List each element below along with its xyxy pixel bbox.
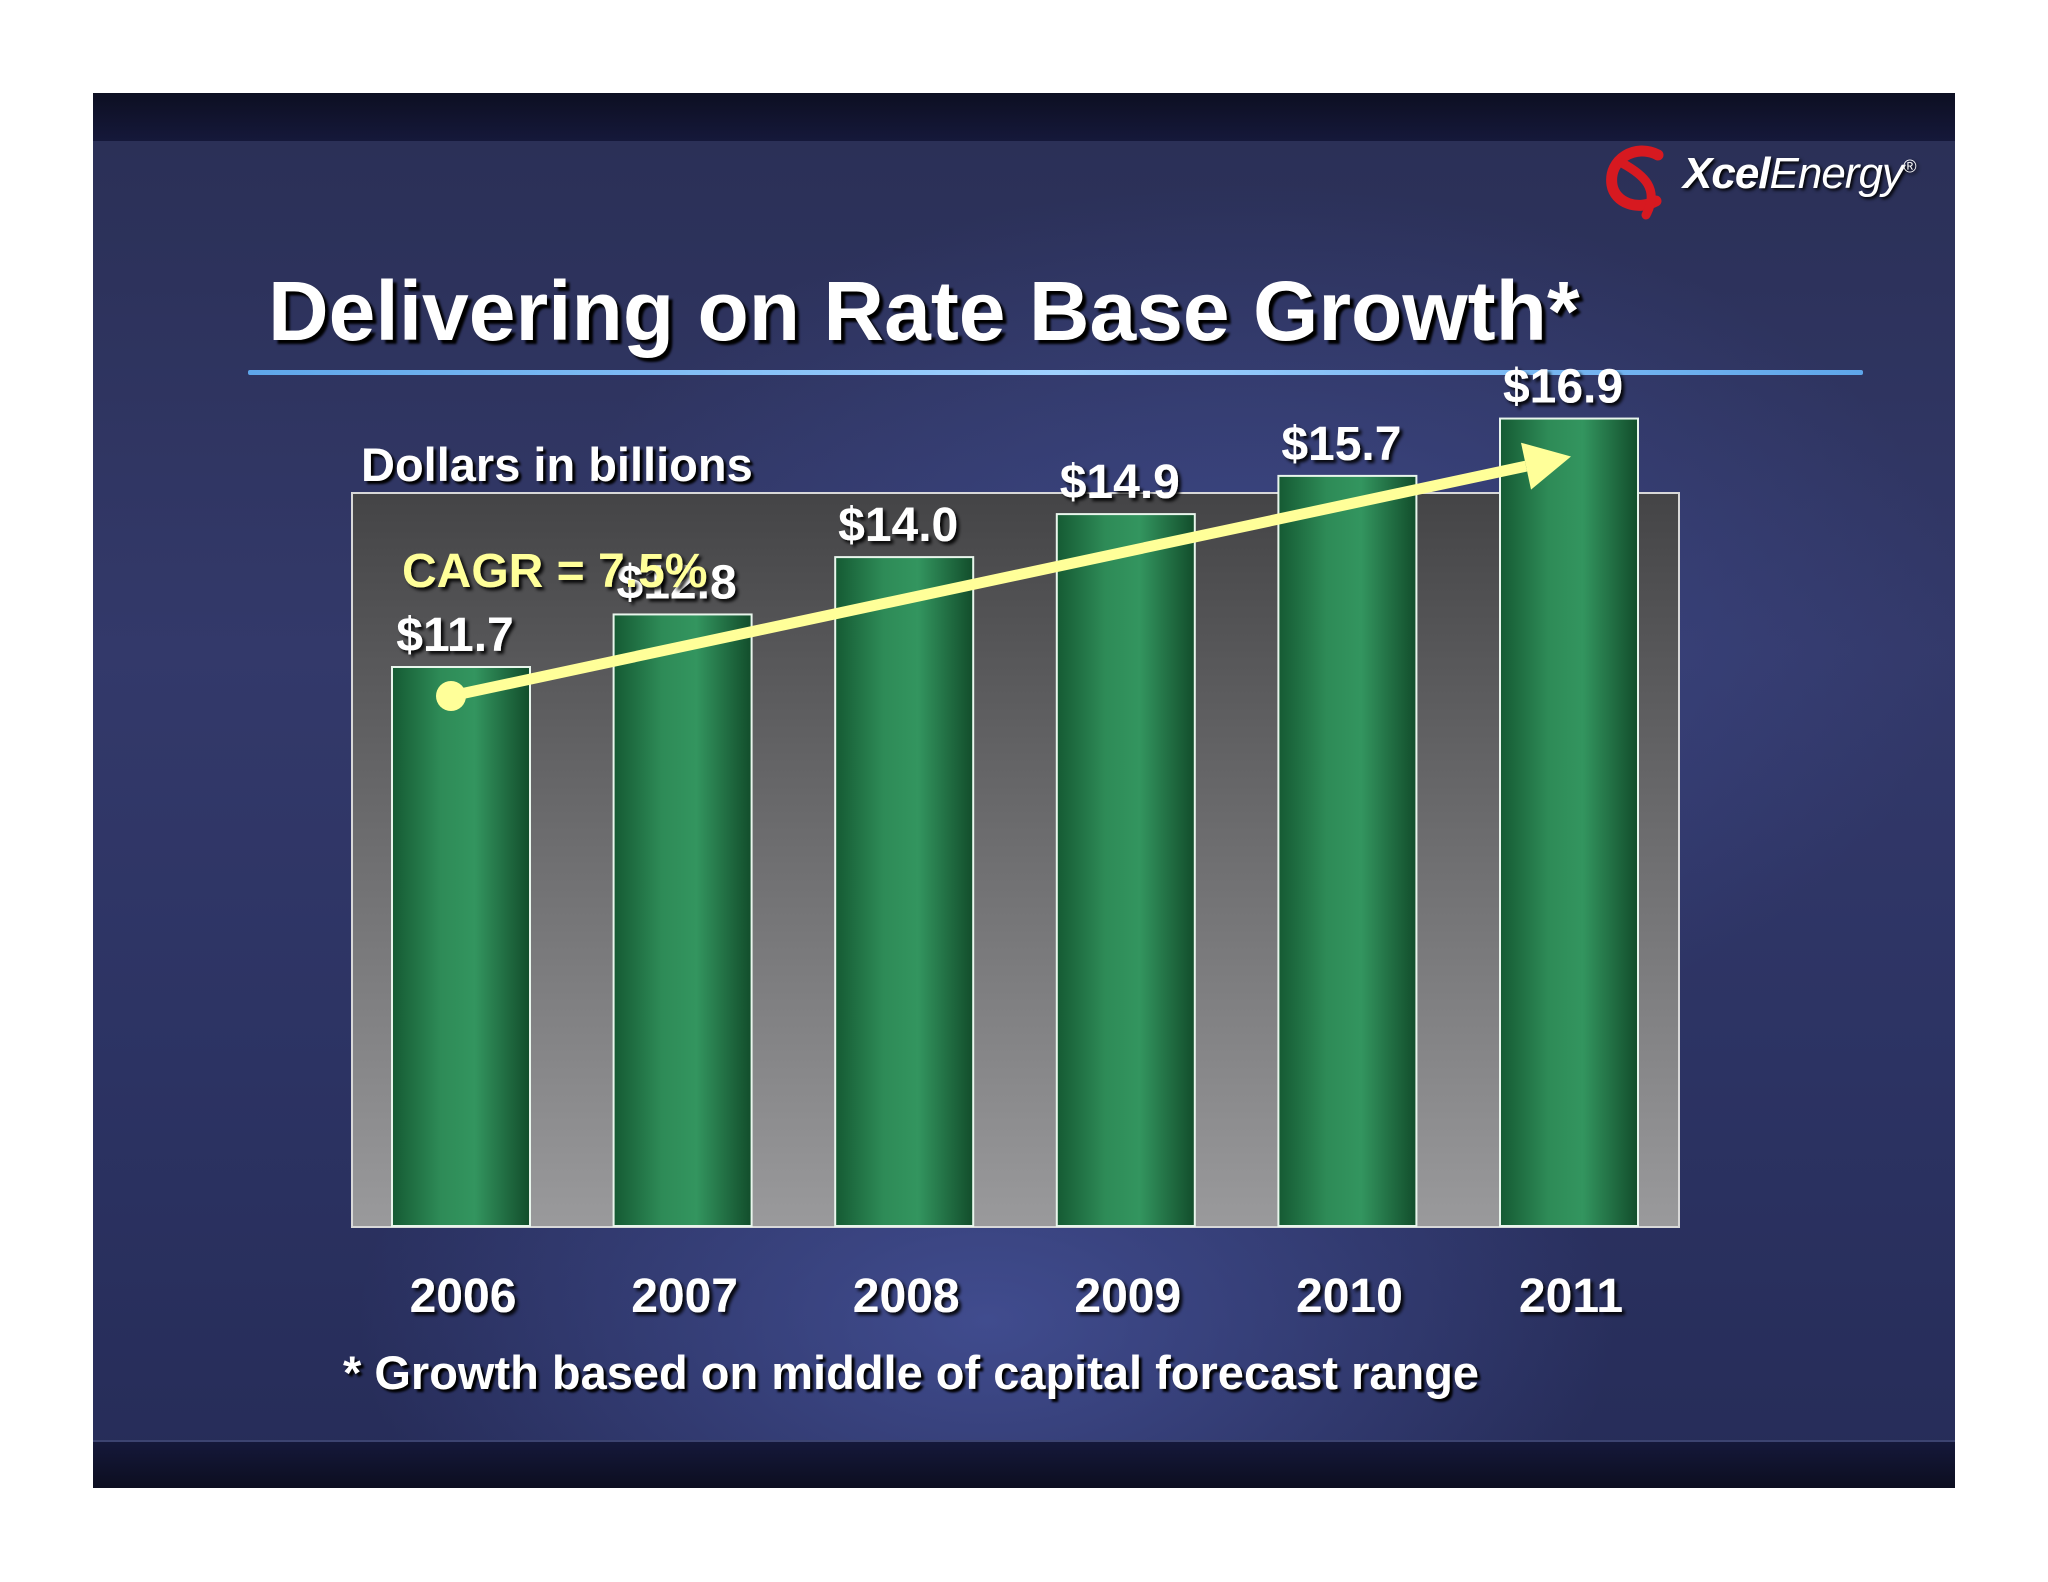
bar-2010 xyxy=(1277,474,1418,1227)
trend-arrow-head xyxy=(1520,442,1571,490)
value-label-2011: $16.9 xyxy=(1503,361,1623,414)
category-label-2007: 2007 xyxy=(631,1270,738,1323)
plot-area xyxy=(351,492,1680,1228)
bar-2006 xyxy=(391,666,531,1227)
category-label-2008: 2008 xyxy=(853,1270,960,1323)
value-label-2010: $15.7 xyxy=(1281,418,1401,471)
value-label-2007: $12.8 xyxy=(617,556,737,609)
bar-chart: $11.7 2006 $12.8 2007 $14.0 2008 $14.9 2009 $15.… xyxy=(351,361,1680,1323)
trend-arrow-start-dot xyxy=(436,681,466,711)
title-underline xyxy=(248,370,1863,375)
bar-2007 xyxy=(612,613,753,1227)
xcel-energy-logo xyxy=(1606,145,1664,220)
cagr-annotation: CAGR = 7.5% xyxy=(402,545,707,598)
footnote: * Growth based on middle of capital fore… xyxy=(343,1346,1480,1399)
trend-arrow-shaft xyxy=(449,460,1528,702)
bottom-band xyxy=(93,1440,1955,1488)
category-label-2009: 2009 xyxy=(1074,1270,1181,1323)
brand-wordmark: XcelEnergy® xyxy=(1683,149,1916,198)
bar-2009 xyxy=(1055,513,1196,1228)
category-label-2010: 2010 xyxy=(1296,1270,1403,1323)
slide-title: Delivering on Rate Base Growth* xyxy=(268,264,1580,358)
value-label-2009: $14.9 xyxy=(1060,456,1180,509)
category-label-2006: 2006 xyxy=(410,1270,517,1323)
units-label: Dollars in billions xyxy=(361,438,753,491)
value-label-2006: $11.7 xyxy=(396,609,513,662)
bar-2011 xyxy=(1499,417,1639,1227)
slide: XcelEnergy® Delivering on Rate Base Grow… xyxy=(93,93,1955,1488)
category-label-2011: 2011 xyxy=(1519,1270,1623,1323)
xcel-swoosh-icon xyxy=(1606,145,1664,220)
value-label-2008: $14.0 xyxy=(838,499,958,552)
bar-2008 xyxy=(834,556,975,1228)
top-band xyxy=(93,93,1955,141)
